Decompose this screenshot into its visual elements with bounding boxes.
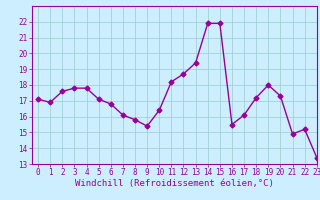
- X-axis label: Windchill (Refroidissement éolien,°C): Windchill (Refroidissement éolien,°C): [75, 179, 274, 188]
